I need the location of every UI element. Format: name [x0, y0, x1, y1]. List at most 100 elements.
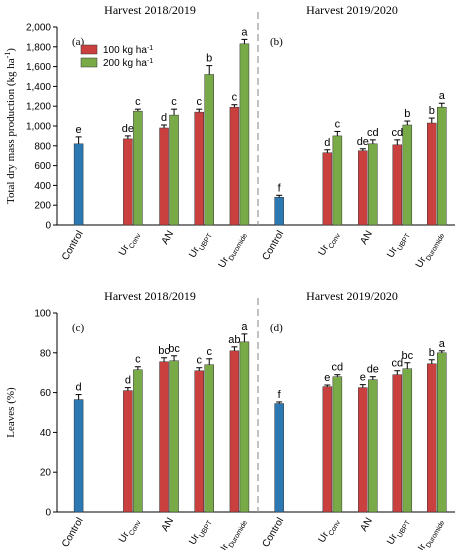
significance-letter: e	[360, 372, 366, 384]
y-tick-label: 1,000	[26, 122, 51, 133]
bar	[402, 124, 413, 226]
bar	[159, 127, 169, 226]
legend-label-text: 200 kg ha	[103, 58, 147, 69]
x-tick-label-main: Control	[261, 516, 287, 549]
x-tick-label: UrUBPT	[385, 228, 412, 261]
significance-letter: bc	[158, 345, 170, 357]
significance-letter: e	[76, 124, 82, 136]
significance-letter: e	[324, 372, 330, 384]
bar	[204, 364, 214, 513]
y-tick-label: 80	[40, 348, 52, 359]
y-axis-title-text: Total dry mass production (kg ha	[5, 58, 17, 204]
bar	[204, 74, 214, 226]
bar	[332, 376, 343, 513]
x-tick-label-main: Control	[261, 229, 287, 262]
bar	[123, 390, 133, 513]
x-tick-label: Control	[261, 516, 287, 549]
bar	[274, 403, 284, 513]
y-tick-label: 20	[40, 468, 52, 479]
y-tick-label: 100	[34, 309, 51, 320]
y-axis-title-text: Leaves (%)	[5, 387, 17, 438]
significance-letter: f	[278, 182, 282, 194]
significance-letter: c	[232, 92, 238, 104]
significance-letter: bc	[168, 343, 180, 355]
x-tick-label-main: AN	[160, 516, 176, 534]
significance-letter: c	[196, 355, 202, 367]
bar	[239, 341, 250, 513]
significance-letter: a	[439, 338, 446, 350]
y-axis-title: Leaves (%)	[5, 387, 17, 438]
significance-letter: a	[439, 90, 446, 102]
x-tick-label-main: Control	[60, 229, 86, 262]
bar	[123, 138, 133, 226]
bar	[322, 386, 333, 513]
panel-title: Harvest 2018/2019	[104, 3, 196, 17]
x-tick-label: AN	[160, 516, 176, 534]
significance-letter: cd	[367, 127, 379, 139]
bar	[229, 350, 240, 513]
x-tick-label-sub: UBPT	[396, 519, 412, 539]
bar	[358, 150, 368, 226]
x-tick-label: UrDuromide	[414, 229, 446, 271]
x-tick-label: UrDuromide	[217, 229, 249, 271]
panel-label: (c)	[72, 322, 85, 334]
y-tick-label: 400	[34, 181, 51, 192]
x-tick-label-main: AN	[358, 229, 374, 247]
bar	[392, 144, 403, 226]
significance-letter: c	[135, 96, 141, 108]
y-tick-label: 1,600	[26, 62, 51, 73]
significance-letter: c	[335, 118, 341, 130]
x-tick-label: UrDuromide	[414, 516, 446, 550]
significance-letter: a	[241, 321, 248, 333]
bar	[169, 360, 179, 513]
x-tick-label: Control	[60, 229, 86, 262]
bar	[133, 110, 143, 226]
x-tick-label-sub: Conv	[327, 232, 341, 250]
x-tick-label-main: Ur	[217, 542, 232, 550]
x-tick-label-sub: Conv	[327, 519, 341, 537]
legend-swatch	[80, 57, 98, 68]
significance-letter: cd	[332, 362, 344, 374]
y-tick-label: 600	[34, 161, 51, 172]
y-axis-title: Total dry mass production (kg ha-1)	[3, 48, 18, 204]
y-tick-label: 1,400	[26, 82, 51, 93]
bar	[392, 374, 403, 513]
legend-label: 100 kg ha-1	[103, 45, 153, 57]
x-tick-label-main: AN	[160, 229, 176, 247]
panel-title: Harvest 2019/2020	[306, 3, 398, 17]
significance-letter: de	[122, 123, 134, 135]
bar	[322, 152, 333, 226]
significance-letter: d	[76, 382, 82, 394]
bar	[437, 106, 447, 226]
chart-panel-a: Harvest 2018/2019(a)02004006008001,0001,…	[3, 3, 258, 271]
x-tick-label-sub: UBPT	[198, 519, 214, 539]
significance-letter: de	[357, 136, 369, 148]
significance-letter: ab	[228, 334, 240, 346]
significance-letter: cd	[391, 358, 403, 370]
x-tick-label-main: Ur	[414, 542, 429, 550]
y-tick-label: 40	[40, 428, 52, 439]
significance-letter: b	[429, 347, 435, 359]
bar	[368, 379, 378, 513]
x-tick-label-sub: Duromide	[227, 519, 248, 549]
x-tick-label: UrUBPT	[385, 515, 412, 548]
y-axis-title-close: )	[5, 48, 17, 52]
significance-letter: d	[161, 112, 167, 124]
y-tick-label: 1,800	[26, 42, 51, 53]
significance-letter: d	[125, 375, 131, 387]
legend-label-sup: -1	[147, 58, 153, 65]
panel-label: (b)	[270, 36, 283, 48]
bar	[194, 370, 204, 513]
significance-letter: c	[171, 96, 177, 108]
y-tick-label: 0	[45, 221, 51, 232]
bar	[437, 352, 447, 513]
y-tick-label: 1,200	[26, 102, 51, 113]
legend-label-sup: -1	[147, 45, 153, 52]
panel-title: Harvest 2019/2020	[306, 289, 398, 303]
x-tick-label: UrConv	[316, 229, 341, 259]
x-tick-label: AN	[358, 516, 374, 534]
bar	[427, 122, 437, 226]
significance-letter: a	[241, 26, 248, 38]
bar	[427, 363, 437, 513]
